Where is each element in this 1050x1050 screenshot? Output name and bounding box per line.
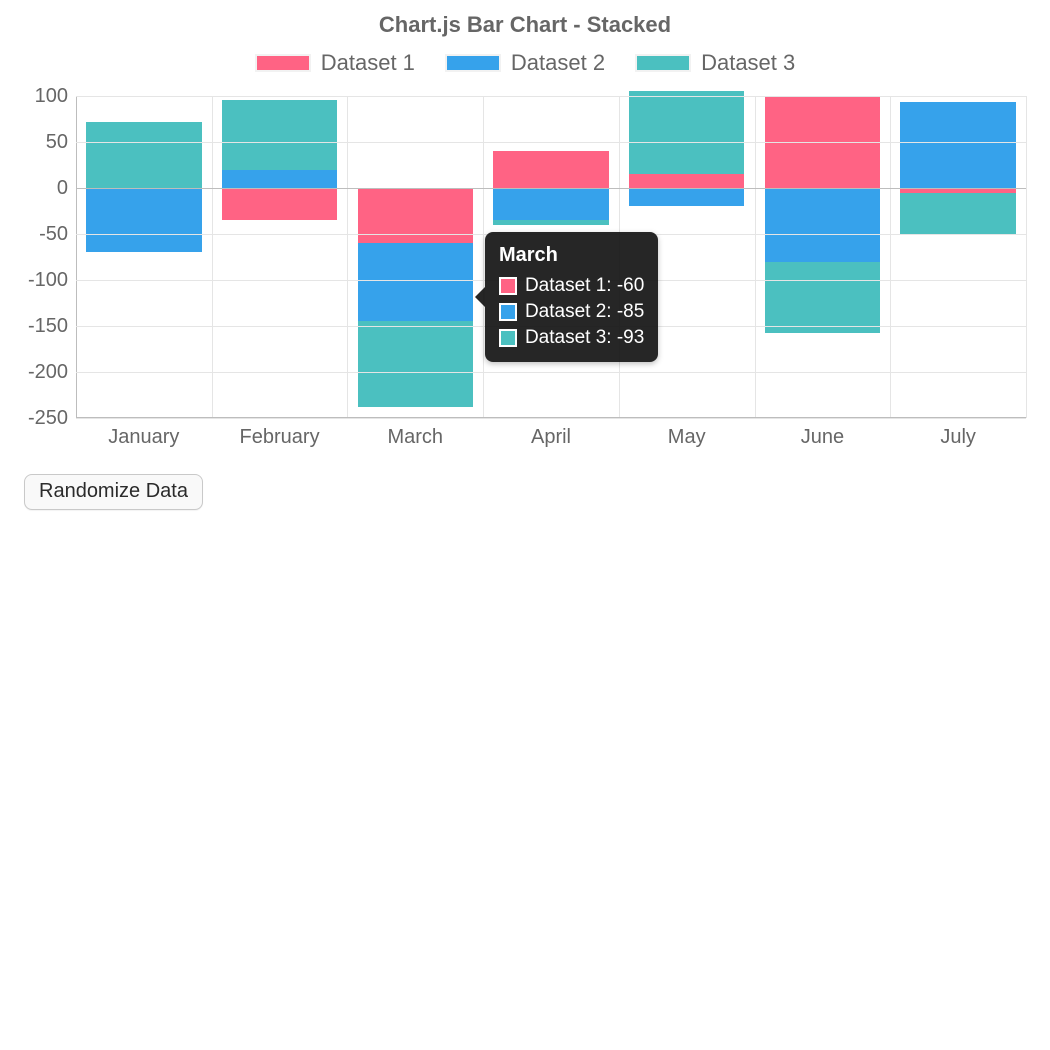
chart-tooltip: March Dataset 1: -60Dataset 2: -85Dataset…: [485, 232, 658, 362]
legend-swatch: [445, 54, 501, 72]
chart-legend: Dataset 1 Dataset 2 Dataset 3: [16, 50, 1034, 76]
y-tick-label: -150: [18, 316, 68, 336]
tooltip-title: March: [499, 242, 644, 269]
legend-item[interactable]: Dataset 1: [255, 50, 415, 76]
bar-segment[interactable]: [900, 193, 1015, 234]
chart-plot-area: 100500-50-100-150-200-250MarchDataset 1:…: [76, 96, 1026, 418]
bar-segment[interactable]: [358, 321, 473, 407]
tooltip-swatch: [499, 329, 517, 347]
grid-vline: [1026, 96, 1027, 418]
y-tick-label: -100: [18, 270, 68, 290]
bar-segment[interactable]: [86, 122, 201, 188]
bar-segment[interactable]: [493, 220, 608, 225]
legend-label: Dataset 1: [321, 50, 415, 76]
gridline: [76, 372, 1026, 373]
x-tick-label: May: [668, 426, 706, 449]
legend-item[interactable]: Dataset 3: [635, 50, 795, 76]
x-tick-label: February: [240, 426, 320, 449]
randomize-button[interactable]: Randomize Data: [24, 474, 203, 510]
x-tick-label: January: [108, 426, 179, 449]
legend-item[interactable]: Dataset 2: [445, 50, 605, 76]
bar-segment[interactable]: [900, 102, 1015, 188]
y-tick-label: 100: [18, 86, 68, 106]
x-axis-labels: January February March April May June July: [76, 418, 1026, 448]
legend-label: Dataset 3: [701, 50, 795, 76]
tooltip-row: Dataset 2: -85: [499, 299, 644, 325]
tooltip-text: Dataset 3: -93: [525, 325, 644, 351]
x-tick-label: March: [387, 426, 443, 449]
legend-label: Dataset 2: [511, 50, 605, 76]
y-tick-label: 50: [18, 132, 68, 152]
bar-segment[interactable]: [358, 243, 473, 321]
y-tick-label: -250: [18, 408, 68, 428]
tooltip-swatch: [499, 303, 517, 321]
bar-segment[interactable]: [493, 151, 608, 188]
bar-segment[interactable]: [765, 188, 880, 262]
legend-swatch: [635, 54, 691, 72]
tooltip-text: Dataset 1: -60: [525, 273, 644, 299]
bar-segment[interactable]: [629, 174, 744, 188]
bar-segment[interactable]: [493, 188, 608, 220]
bar-segment[interactable]: [629, 91, 744, 174]
legend-swatch: [255, 54, 311, 72]
tooltip-text: Dataset 2: -85: [525, 299, 644, 325]
gridline: [76, 142, 1026, 143]
y-tick-label: -200: [18, 362, 68, 382]
tooltip-swatch: [499, 277, 517, 295]
bar-segment[interactable]: [765, 262, 880, 334]
y-tick-label: 0: [18, 178, 68, 198]
bar-segment[interactable]: [222, 170, 337, 188]
bar-segment[interactable]: [222, 100, 337, 170]
x-tick-label: July: [940, 426, 976, 449]
tooltip-row: Dataset 3: -93: [499, 325, 644, 351]
bar-segment[interactable]: [222, 188, 337, 220]
bar-segment[interactable]: [86, 188, 201, 252]
tooltip-row: Dataset 1: -60: [499, 273, 644, 299]
x-tick-label: April: [531, 426, 571, 449]
bar-segment[interactable]: [629, 188, 744, 206]
chart-title: Chart.js Bar Chart - Stacked: [16, 12, 1034, 38]
gridline: [76, 96, 1026, 97]
x-tick-label: June: [801, 426, 844, 449]
gridline: [76, 188, 1026, 189]
y-tick-label: -50: [18, 224, 68, 244]
